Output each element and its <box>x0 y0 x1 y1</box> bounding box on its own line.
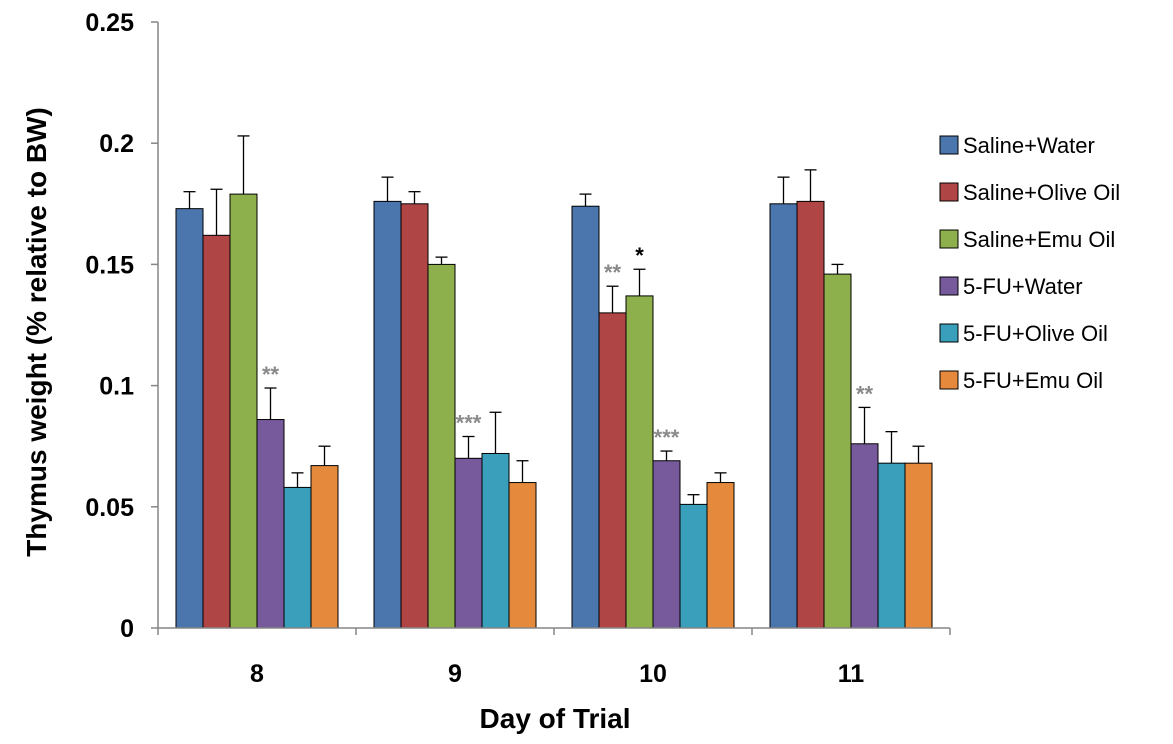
y-axis-title: Thymus weight (% relative to BW) <box>21 107 52 557</box>
legend-label: 5-FU+Water <box>963 274 1083 299</box>
bar <box>508 482 537 629</box>
x-ticks-layer: 8 9 10 11 <box>157 628 951 688</box>
bar <box>400 203 429 629</box>
significance-markers-layer: ************* <box>262 243 874 450</box>
bar <box>373 200 402 629</box>
bar <box>823 273 852 629</box>
bar <box>229 193 258 629</box>
y-tick-label: 0.25 <box>85 9 134 37</box>
y-tick-label: 0.2 <box>99 130 134 158</box>
bar <box>877 462 906 629</box>
bar <box>256 419 285 629</box>
bar <box>283 486 312 629</box>
bar <box>625 295 654 629</box>
significance-marker: *** <box>456 411 482 436</box>
x-axis-title: Day of Trial <box>480 703 631 734</box>
legend-label: 5-FU+Emu Oil <box>963 368 1103 393</box>
significance-marker: *** <box>654 425 680 450</box>
y-tick-label: 0.05 <box>85 494 134 522</box>
legend-label: Saline+Olive Oil <box>963 180 1120 205</box>
bar <box>427 263 456 629</box>
bar <box>598 312 627 629</box>
bar <box>652 460 681 629</box>
y-ticks-layer: 0 0.05 0.1 0.15 0.2 0.25 <box>85 9 158 643</box>
bar <box>481 452 510 629</box>
y-tick-label: 0 <box>120 615 134 643</box>
bar <box>850 443 879 629</box>
legend-swatch <box>939 229 959 249</box>
y-tick-label: 0.15 <box>85 251 134 279</box>
bar <box>310 465 339 629</box>
x-tick-label: 9 <box>448 660 462 688</box>
legend-swatch <box>939 370 959 390</box>
bar <box>706 482 735 629</box>
bar <box>679 503 708 629</box>
legend-swatch <box>939 135 959 155</box>
bar <box>571 205 600 629</box>
y-tick-label: 0.1 <box>99 373 134 401</box>
legend-swatch <box>939 323 959 343</box>
bar <box>796 200 825 629</box>
bar <box>175 208 204 629</box>
legend-swatch <box>939 276 959 296</box>
legend: Saline+Water Saline+Olive Oil Saline+Emu O… <box>939 133 1120 393</box>
bar <box>769 203 798 629</box>
x-tick-label: 10 <box>639 660 667 688</box>
x-tick-label: 8 <box>250 660 264 688</box>
legend-label: Saline+Water <box>963 133 1095 158</box>
error-bars-layer <box>183 135 925 505</box>
bars-layer <box>175 193 933 629</box>
x-tick-label: 11 <box>838 660 865 688</box>
bar <box>454 457 483 629</box>
significance-marker: * <box>635 243 644 268</box>
bar <box>904 462 933 629</box>
bar <box>202 234 231 629</box>
legend-swatch <box>939 182 959 202</box>
significance-marker: ** <box>856 381 874 406</box>
significance-marker: ** <box>604 260 622 285</box>
significance-marker: ** <box>262 362 280 387</box>
legend-label: 5-FU+Olive Oil <box>963 321 1108 346</box>
legend-label: Saline+Emu Oil <box>963 227 1115 252</box>
